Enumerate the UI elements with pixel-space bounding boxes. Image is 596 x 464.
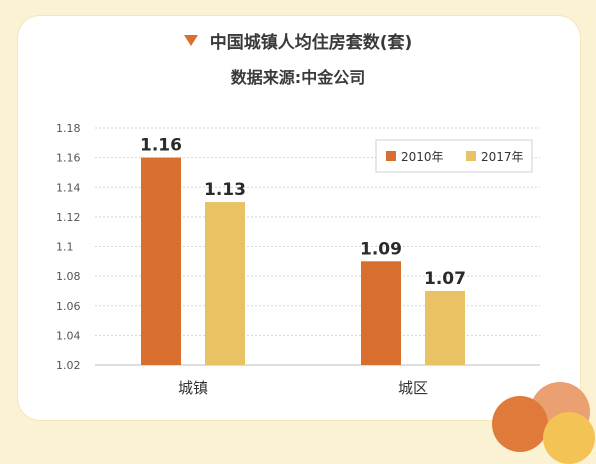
y-tick-label: 1.1 [56, 241, 74, 254]
chart-card [18, 16, 580, 420]
bar-2010-0 [141, 157, 181, 365]
chart-title-row: 中国城镇人均住房套数(套) [0, 28, 596, 53]
y-tick-label: 1.14 [56, 181, 81, 194]
data-label: 1.07 [424, 269, 466, 289]
legend-label: 2010年 [401, 150, 444, 164]
bar-2010-1 [361, 261, 401, 365]
chart-subtitle: 数据来源:中金公司 [230, 68, 366, 87]
legend-box [375, 139, 533, 173]
decorative-circle-yellow [543, 412, 595, 464]
triangle-down-icon [183, 35, 198, 46]
legend-swatch [466, 151, 476, 161]
y-tick-label: 1.04 [56, 329, 81, 342]
chart-title: 中国城镇人均住房套数(套) [209, 33, 413, 53]
legend-swatch [386, 151, 396, 161]
data-label: 1.13 [204, 180, 246, 200]
y-tick-label: 1.16 [56, 152, 81, 165]
y-tick-label: 1.18 [56, 122, 81, 135]
y-tick-label: 1.06 [56, 300, 81, 313]
y-tick-label: 1.02 [56, 359, 81, 372]
x-tick-label: 城区 [398, 379, 428, 397]
x-tick-label: 城镇 [178, 379, 208, 397]
bar-2017-0 [205, 202, 245, 365]
decorative-circle-orange [492, 396, 548, 452]
bar-chart: 1.02 1.04 1.06 1.08 1.1 1.12 1.14 1.16 1.18 1.16 1… [56, 122, 540, 397]
bar-2017-1 [425, 290, 465, 365]
y-tick-label: 1.08 [56, 270, 81, 283]
data-label: 1.16 [140, 136, 182, 156]
data-label: 1.09 [360, 239, 402, 259]
y-tick-label: 1.12 [56, 211, 81, 224]
legend-label: 2017年 [481, 150, 524, 164]
